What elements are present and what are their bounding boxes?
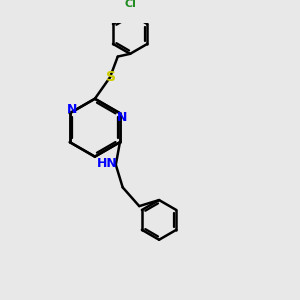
- Text: N: N: [67, 103, 77, 116]
- Text: Cl: Cl: [125, 0, 136, 9]
- Text: N: N: [117, 111, 127, 124]
- Text: S: S: [106, 70, 116, 84]
- Text: HN: HN: [97, 157, 117, 170]
